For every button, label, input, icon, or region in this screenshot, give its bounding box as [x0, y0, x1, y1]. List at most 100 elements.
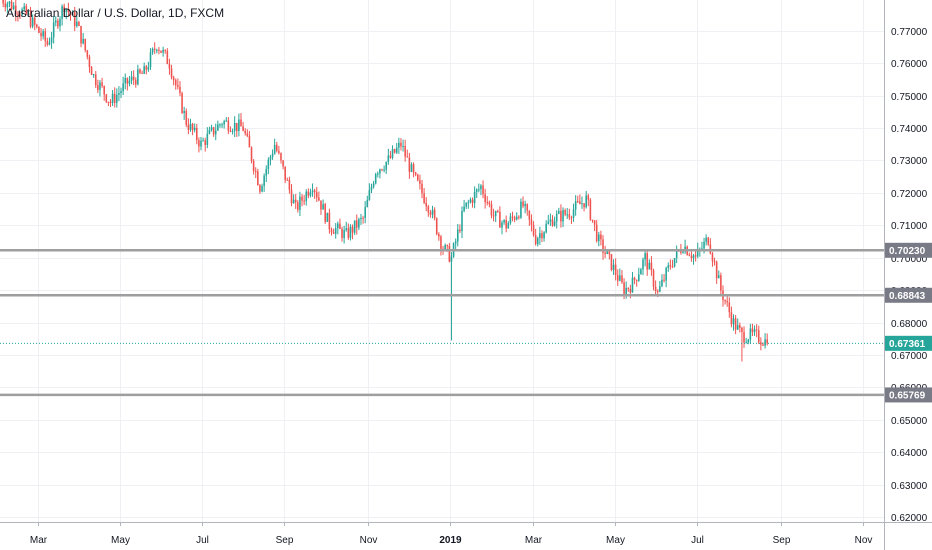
candle-body — [627, 287, 630, 289]
candle-body — [574, 201, 577, 210]
candle-body — [42, 31, 44, 37]
candle-body — [749, 328, 752, 340]
candle-body — [503, 219, 505, 223]
candle-body — [214, 130, 217, 135]
candle-body — [267, 159, 270, 169]
candle-body — [212, 127, 215, 135]
candle-body — [25, 6, 28, 14]
candle-body — [465, 202, 468, 207]
y-tick-label: 0.74000 — [891, 124, 928, 135]
candle-body — [290, 189, 293, 204]
candle-body — [595, 224, 598, 242]
candle-body — [362, 217, 364, 219]
candle-body — [402, 146, 404, 148]
candle-body — [720, 275, 722, 291]
candle-body — [541, 233, 543, 239]
candle-body — [257, 171, 259, 186]
candle-body — [118, 93, 120, 95]
candle-body — [705, 237, 707, 242]
candle-body — [736, 325, 739, 330]
candle-body — [297, 202, 299, 210]
candle-body — [73, 12, 76, 27]
candle-body — [273, 144, 276, 154]
candle-body — [240, 119, 242, 127]
candle-body — [766, 339, 768, 344]
candle-body — [724, 300, 726, 302]
candle-body — [499, 211, 501, 228]
candle-body — [248, 136, 251, 148]
candle-body — [126, 77, 129, 84]
x-tick-label: Jul — [196, 535, 209, 546]
candle-body — [398, 142, 400, 148]
candle-body — [128, 80, 131, 84]
candle-body — [88, 56, 91, 68]
candle-body — [84, 38, 87, 51]
candle-body — [61, 6, 63, 19]
candle-body — [419, 180, 421, 184]
candle-body — [358, 219, 360, 228]
candle-body — [400, 142, 402, 147]
candle-body — [633, 277, 636, 280]
candle-body — [593, 220, 596, 225]
candle-body — [223, 121, 225, 125]
candle-body — [305, 191, 308, 201]
candle-body — [395, 147, 398, 153]
candle-body — [564, 210, 566, 215]
candle-body — [23, 6, 26, 10]
candle-body — [187, 124, 190, 130]
candle-body — [711, 253, 714, 262]
candle-body — [158, 49, 160, 51]
candle-body — [181, 93, 183, 114]
candle-body — [299, 196, 301, 210]
candle-body — [120, 91, 122, 94]
candle-body — [183, 111, 185, 114]
candle-body — [368, 190, 371, 200]
candle-body — [694, 255, 697, 257]
candle-body — [543, 232, 545, 239]
candle-body — [661, 279, 663, 287]
candle-body — [191, 123, 194, 131]
candle-body — [94, 74, 97, 86]
candle-body — [440, 236, 442, 249]
candle-body — [168, 64, 171, 69]
candle-body — [606, 251, 609, 254]
candle-body — [406, 156, 409, 158]
candle-body — [427, 206, 430, 213]
candle-body — [459, 229, 461, 232]
candle-body — [650, 262, 653, 271]
candle-body — [469, 199, 472, 203]
candle-body — [640, 269, 642, 275]
candle-body — [67, 8, 70, 12]
candle-body — [347, 228, 350, 238]
candle-body — [360, 217, 362, 220]
candle-body — [311, 190, 314, 193]
candle-body — [54, 20, 57, 23]
candle-body — [431, 209, 434, 215]
candle-body — [103, 85, 105, 95]
candle-body — [473, 191, 476, 204]
candle-body — [408, 157, 411, 172]
candle-body — [644, 253, 646, 260]
candle-body — [198, 140, 200, 147]
candle-body — [309, 192, 312, 196]
candle-body — [164, 49, 167, 51]
candle-body — [410, 164, 413, 172]
candle-body — [377, 173, 379, 175]
y-tick-label: 0.63000 — [891, 481, 928, 492]
candle-body — [379, 169, 381, 174]
price-axis[interactable]: 0.77000 0.76000 0.75000 0.74000 0.73000 0.720… — [891, 27, 928, 524]
candle-body — [488, 202, 491, 205]
candle-body — [80, 25, 82, 44]
candle-body — [583, 203, 585, 208]
candle-body — [619, 275, 621, 281]
candle-body — [667, 265, 670, 269]
horizontal-levels[interactable] — [0, 249, 884, 397]
candle-body — [326, 212, 329, 222]
time-axis[interactable]: Mar May Jul Sep Nov 2019 Mar May Jul Sep Nov — [30, 522, 873, 546]
candle-body — [132, 76, 135, 80]
candle-body — [206, 133, 209, 145]
candle-body — [482, 185, 484, 195]
candle-body — [38, 26, 40, 33]
candle-body — [642, 259, 644, 270]
